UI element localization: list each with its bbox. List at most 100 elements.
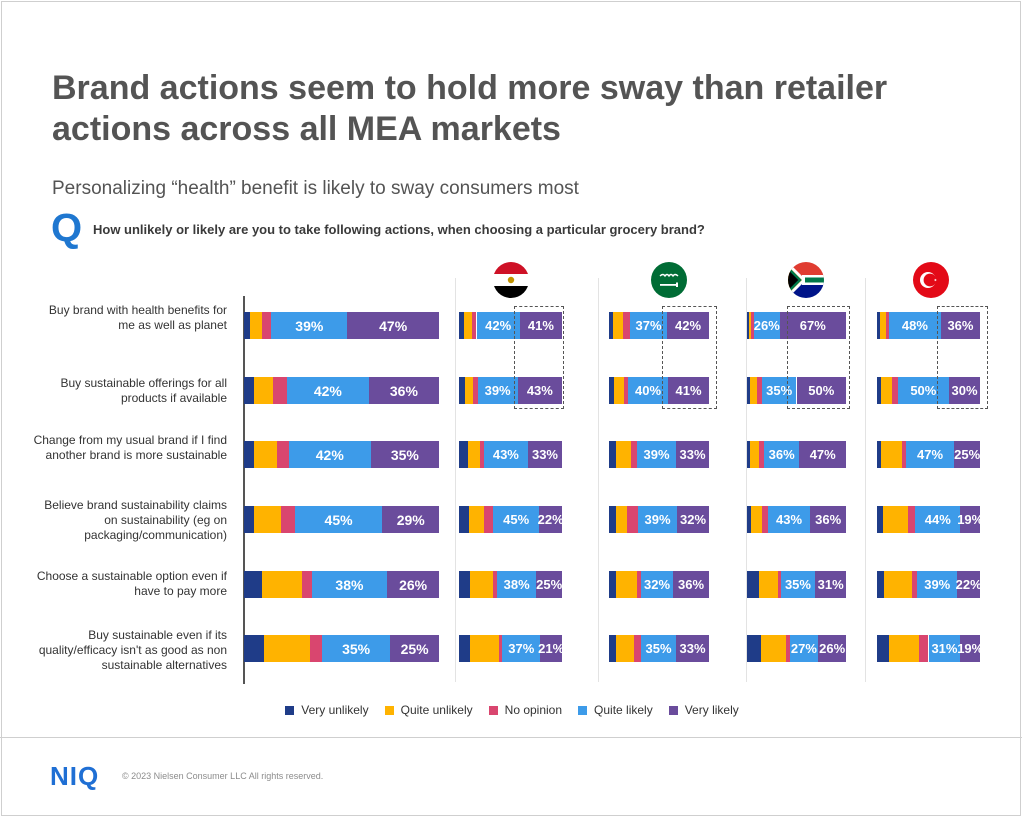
bar-segment-very-likely [667,312,709,339]
stacked-bar: 39% 33% [609,441,709,468]
bar-segment-quite-likely [638,506,677,533]
bar-segment-quite-likely [905,441,955,468]
bar-segment-quite-likely [767,506,811,533]
niq-logo: NIQ [50,761,100,791]
bar-segment-quite-likely [286,377,369,404]
highlight-box [662,306,717,409]
stacked-bar: 35% 31% [747,571,846,598]
bar-segment-very-likely [940,312,980,339]
bar-segment-very-unlikely [244,441,254,468]
bar-segment-quite-likely [888,312,941,339]
bar-segment-very-likely [960,506,980,533]
bar-segment-very-unlikely [877,635,890,662]
bar-segment-quite-likely [271,312,348,339]
bar-segment-no-opinion [892,377,898,404]
stacked-bar: 38% 25% [459,571,562,598]
bar-segment-very-likely [536,571,562,598]
row-label: Buy sustainable even if its quality/effi… [38,628,227,672]
bar-segment-quite-likely [763,441,800,468]
bar-segment-no-opinion [634,635,641,662]
legend-swatch [488,705,498,715]
bar-segment-very-unlikely [747,506,751,533]
bar-segment-very-unlikely [244,571,262,598]
stacked-bar: 27% 26% [747,635,846,662]
bar-segment-quite-likely [915,506,961,533]
bar-segment-no-opinion [750,312,754,339]
bar-segment-no-opinion [627,506,638,533]
bar-segment-quite-unlikely [614,377,624,404]
legend-label: Quite likely [594,703,653,717]
bar-segment-no-opinion [473,377,478,404]
stacked-bar: 31% 19% [877,635,983,662]
bar-segment-very-likely [779,312,846,339]
legend-swatch [285,705,295,715]
bar-segment-very-unlikely [877,312,881,339]
bar-segment-very-likely [677,506,709,533]
bar-segment-quite-unlikely [469,506,484,533]
bar-segment-quite-likely [322,635,391,662]
bar-segment-very-unlikely [459,506,470,533]
bar-segment-no-opinion [637,571,641,598]
bar-segment-quite-likely [311,571,388,598]
bar-segment-very-likely [818,635,846,662]
stacked-bar: 39% 22% [877,571,982,598]
legend-item-very-unlikely: Very unlikely [285,703,369,717]
stacked-bar: 35% 25% [244,635,439,662]
bar-segment-very-likely [668,377,709,404]
bar-segment-no-opinion [624,377,628,404]
bar-segment-quite-unlikely [616,506,627,533]
bar-segment-quite-likely [789,635,819,662]
bar-segment-quite-likely [630,312,667,339]
bar-segment-very-unlikely [244,377,254,404]
bar-segment-very-unlikely [747,377,750,404]
bar-segment-quite-unlikely [760,635,787,662]
question-text: How unlikely or likely are you to take f… [93,222,705,237]
bar-segment-no-opinion [756,377,762,404]
bar-segment-very-unlikely [459,377,466,404]
bar-segment-quite-unlikely [749,377,757,404]
stacked-bar: 42% 35% [244,441,439,468]
bar-segment-very-unlikely [747,312,749,339]
bar-segment-quite-unlikely [613,312,623,339]
bar-segment-no-opinion [761,506,768,533]
panel-separator [598,278,599,682]
bar-segment-no-opinion [907,506,916,533]
stacked-bar: 45% 22% [459,506,564,533]
bar-segment-quite-likely [502,635,541,662]
bar-segment-no-opinion [777,571,781,598]
stacked-bar: 38% 26% [244,571,439,598]
bar-segment-very-unlikely [877,571,885,598]
bar-segment-very-unlikely [747,571,759,598]
bar-segment-very-likely [799,441,846,468]
highlight-box [514,306,564,409]
panel-separator [865,278,866,682]
bar-segment-no-opinion [483,506,493,533]
bar-segment-quite-unlikely [883,506,908,533]
stacked-bar: 39% 32% [609,506,709,533]
stacked-bar: 35% 33% [609,635,709,662]
bar-segment-very-likely [673,571,709,598]
stacked-bar: 43% 36% [747,506,846,533]
bar-segment-very-unlikely [747,635,761,662]
bar-segment-very-unlikely [609,377,614,404]
bar-segment-very-likely [387,571,439,598]
bar-segment-very-unlikely [609,635,616,662]
bar-segment-quite-unlikely [616,441,631,468]
stacked-bar: 37% 21% [459,635,564,662]
row-label: Change from my usual brand if I find ano… [33,433,227,462]
bar-segment-quite-likely [917,571,958,598]
bar-segment-no-opinion [623,312,630,339]
row-label: Believe brand sustainability claims on s… [44,498,227,542]
bar-segment-very-likely [390,635,439,662]
bar-segment-quite-unlikely [881,377,893,404]
bar-segment-very-likely [954,441,980,468]
stacked-bar: 45% 29% [244,506,439,533]
bar-segment-quite-unlikely [889,635,920,662]
copyright-text: © 2023 Nielsen Consumer LLC All rights r… [122,771,324,781]
row-label: Buy brand with health benefits for me as… [48,303,227,332]
bar-segment-very-unlikely [244,506,254,533]
bar-segment-quite-unlikely [749,441,759,468]
turkey-flag-icon [913,262,949,298]
panel-separator [455,278,456,682]
